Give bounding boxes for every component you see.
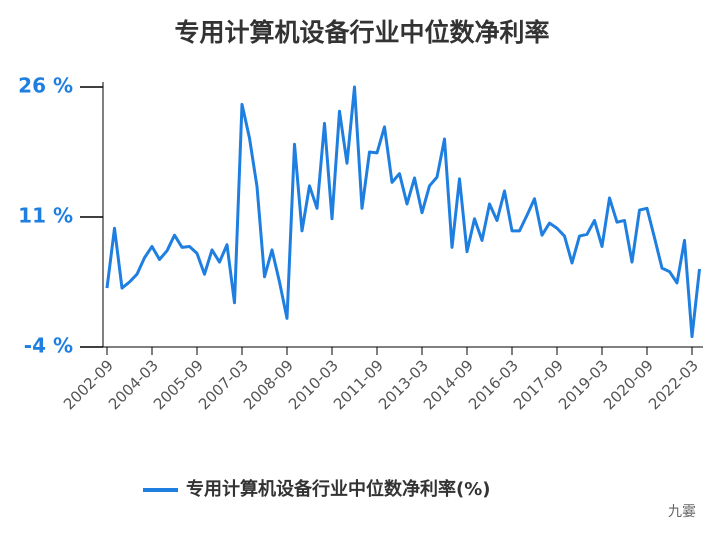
legend-label: 专用计算机设备行业中位数净利率(%) [186, 478, 491, 500]
x-tick-label: 2022-03 [645, 356, 702, 413]
y-tick-label: -4 % [24, 334, 73, 358]
data-line [105, 85, 701, 339]
chart-title: 专用计算机设备行业中位数净利率 [174, 18, 549, 47]
y-tick-label: 11 % [18, 204, 73, 228]
y-tick-label: 26 % [18, 74, 73, 98]
watermark: 九霎 [668, 504, 696, 520]
